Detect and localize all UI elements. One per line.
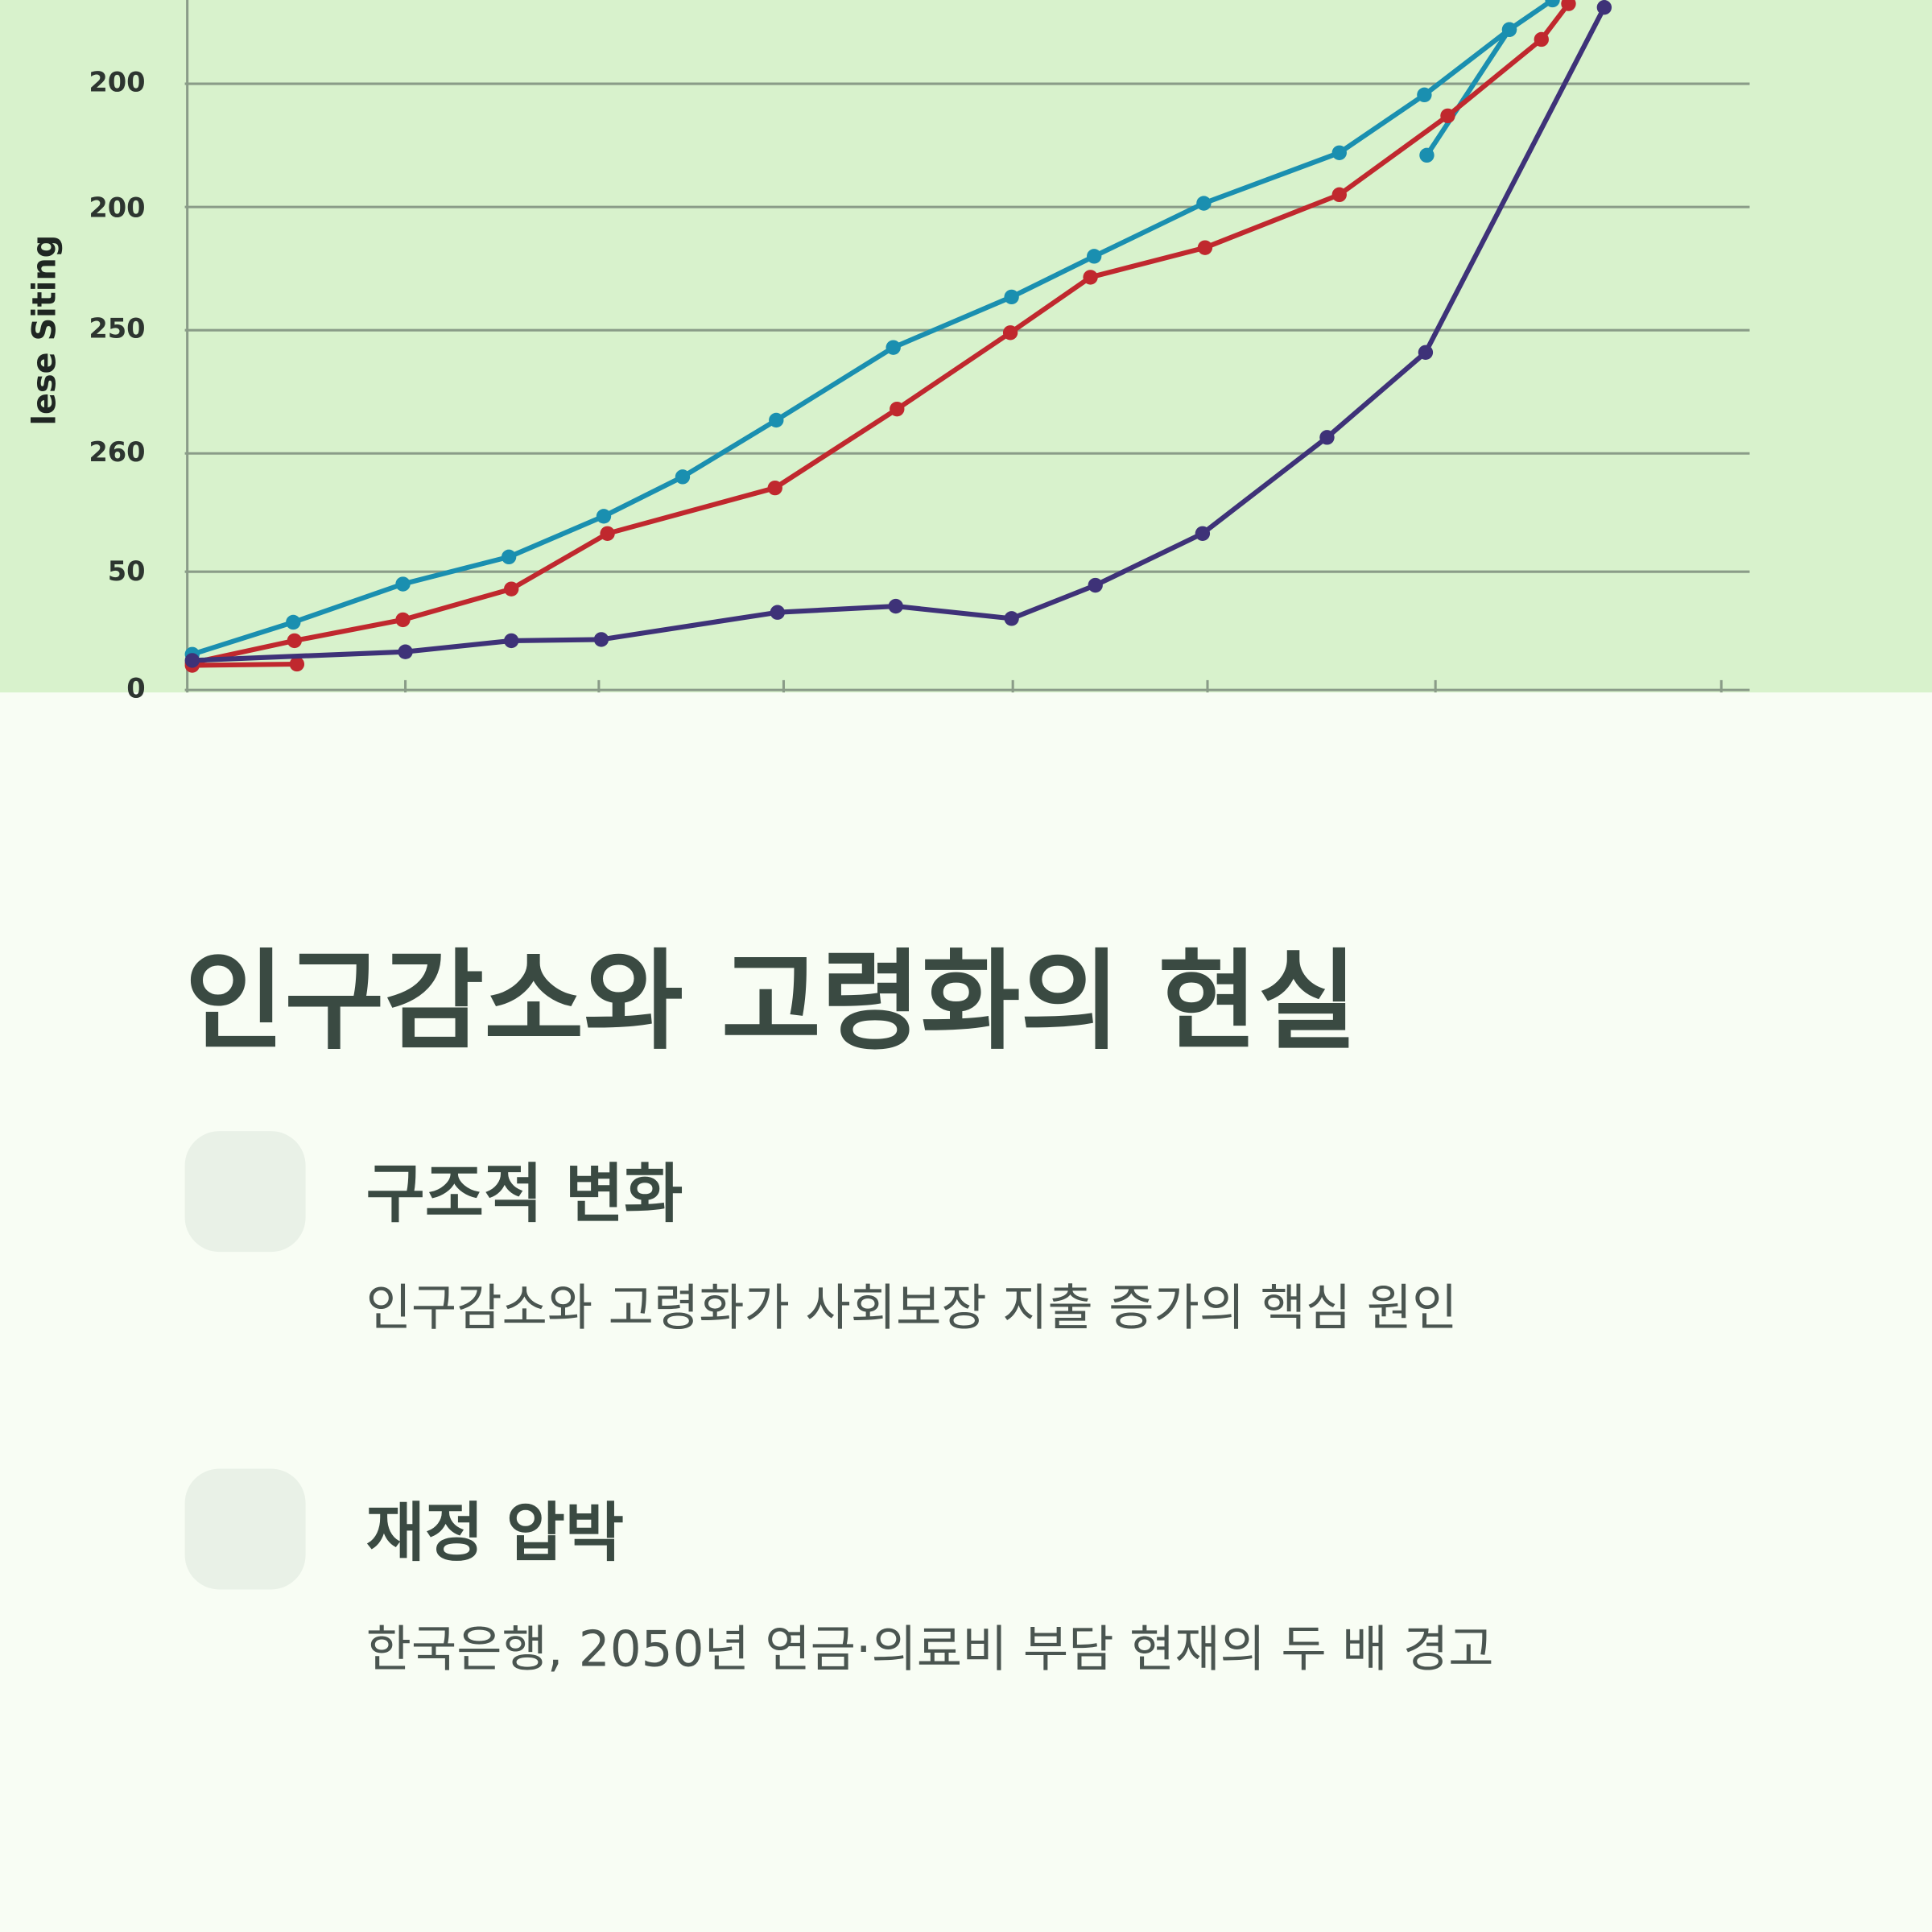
item-icon bbox=[184, 1468, 306, 1590]
x-ticks bbox=[404, 679, 1723, 693]
chart-illustration: 200 200 250 260 50 0 lese Siting bbox=[0, 0, 1932, 704]
axis-label: lese Siting bbox=[27, 235, 64, 426]
tick-label: 200 bbox=[89, 192, 145, 224]
item-text: 한국은행, 2050년 연금·의료비 부담 현재의 두 배 경고 bbox=[366, 1620, 1494, 1678]
point bbox=[504, 581, 519, 597]
point bbox=[287, 633, 302, 649]
point bbox=[1417, 87, 1432, 103]
point bbox=[504, 633, 519, 649]
title: 인구감소와 고령화의 현실 bbox=[185, 938, 1358, 1064]
point bbox=[1004, 611, 1019, 626]
line bbox=[192, 2, 1571, 666]
tick-label: 0 bbox=[126, 673, 145, 704]
point bbox=[769, 412, 784, 428]
point bbox=[1004, 289, 1019, 305]
point bbox=[770, 605, 785, 620]
point bbox=[596, 509, 612, 524]
point bbox=[1195, 526, 1211, 541]
point bbox=[1087, 249, 1102, 264]
point bbox=[1419, 147, 1435, 163]
line bbox=[1424, 28, 1512, 157]
point bbox=[1418, 345, 1434, 360]
point bbox=[1534, 31, 1549, 47]
tick-label: 260 bbox=[89, 436, 145, 468]
point bbox=[1088, 577, 1103, 593]
point bbox=[886, 340, 901, 355]
point bbox=[1196, 196, 1212, 211]
point bbox=[1319, 430, 1335, 445]
item-icon bbox=[184, 1131, 306, 1253]
point bbox=[289, 656, 305, 672]
point bbox=[1002, 325, 1018, 341]
point bbox=[767, 480, 782, 496]
point bbox=[888, 598, 903, 614]
point bbox=[1545, 0, 1560, 8]
point bbox=[890, 401, 905, 417]
item-text: 인구감소와 고령화가 사회보장 지출 증가의 핵심 원인 bbox=[366, 1279, 1458, 1336]
tick-label: 200 bbox=[89, 67, 145, 98]
point bbox=[395, 612, 411, 628]
point bbox=[600, 526, 615, 541]
point bbox=[395, 576, 411, 592]
chart-lines bbox=[184, 0, 1612, 673]
point bbox=[1440, 108, 1455, 124]
point bbox=[286, 614, 301, 630]
tick-label: 250 bbox=[89, 313, 145, 345]
line bbox=[192, 661, 297, 668]
point bbox=[501, 549, 517, 565]
point bbox=[184, 653, 200, 668]
point bbox=[1083, 270, 1098, 285]
item-heading: 구조적 변화 bbox=[366, 1157, 683, 1232]
point bbox=[1331, 145, 1347, 160]
tick-label: 50 bbox=[108, 555, 146, 587]
point bbox=[675, 469, 691, 485]
point bbox=[1596, 0, 1612, 15]
chart-background bbox=[0, 0, 1932, 693]
point bbox=[1331, 187, 1347, 203]
item-heading: 재정 압박 bbox=[366, 1496, 625, 1571]
point bbox=[398, 644, 413, 659]
point bbox=[1197, 240, 1213, 255]
point bbox=[593, 632, 609, 647]
point bbox=[1501, 22, 1517, 37]
point bbox=[1561, 0, 1576, 11]
line bbox=[192, 6, 1607, 663]
